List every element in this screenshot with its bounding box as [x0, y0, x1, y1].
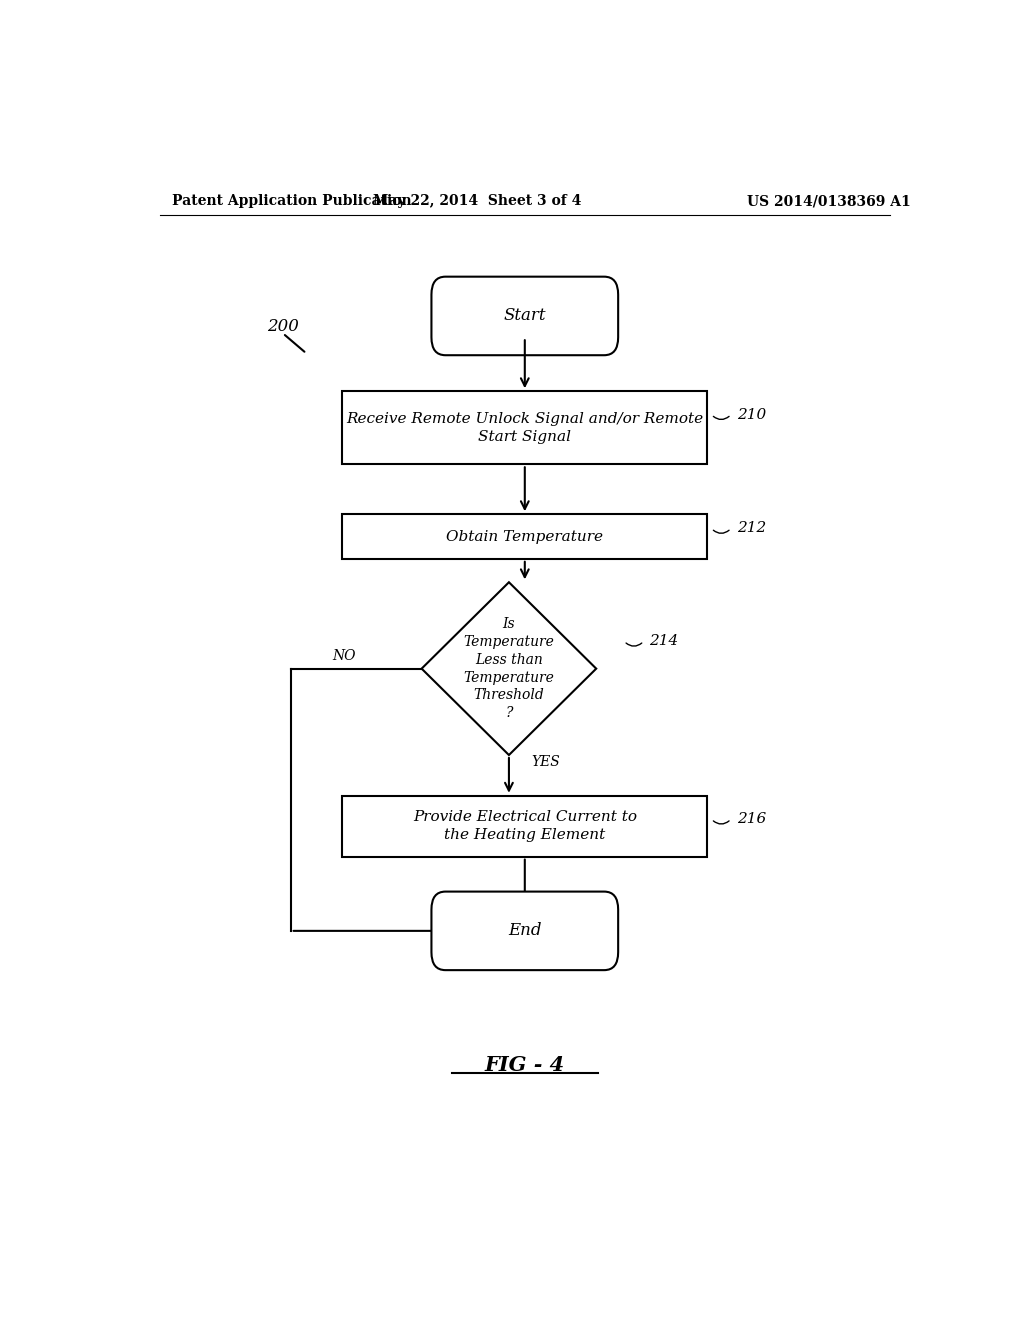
Bar — [342, 796, 708, 857]
Text: 210: 210 — [736, 408, 766, 421]
Bar — [342, 515, 708, 558]
Text: 200: 200 — [267, 318, 299, 334]
Polygon shape — [422, 582, 596, 755]
Bar — [342, 391, 708, 465]
Text: FIG - 4: FIG - 4 — [484, 1055, 565, 1074]
Text: Patent Application Publication: Patent Application Publication — [172, 194, 412, 209]
Text: 214: 214 — [649, 634, 679, 648]
Text: May 22, 2014  Sheet 3 of 4: May 22, 2014 Sheet 3 of 4 — [373, 194, 582, 209]
Text: 212: 212 — [736, 521, 766, 536]
Text: YES: YES — [531, 755, 560, 770]
Text: End: End — [508, 923, 542, 940]
Text: Obtain Temperature: Obtain Temperature — [446, 529, 603, 544]
Text: 216: 216 — [736, 812, 766, 826]
Text: US 2014/0138369 A1: US 2014/0138369 A1 — [748, 194, 910, 209]
FancyBboxPatch shape — [431, 891, 618, 970]
Text: NO: NO — [333, 649, 356, 664]
Text: Receive Remote Unlock Signal and/or Remote
Start Signal: Receive Remote Unlock Signal and/or Remo… — [346, 412, 703, 444]
Text: Provide Electrical Current to
the Heating Element: Provide Electrical Current to the Heatin… — [413, 810, 637, 842]
Text: Is
Temperature
Less than
Temperature
Threshold
?: Is Temperature Less than Temperature Thr… — [464, 616, 554, 721]
FancyBboxPatch shape — [431, 277, 618, 355]
Text: Start: Start — [504, 308, 546, 325]
